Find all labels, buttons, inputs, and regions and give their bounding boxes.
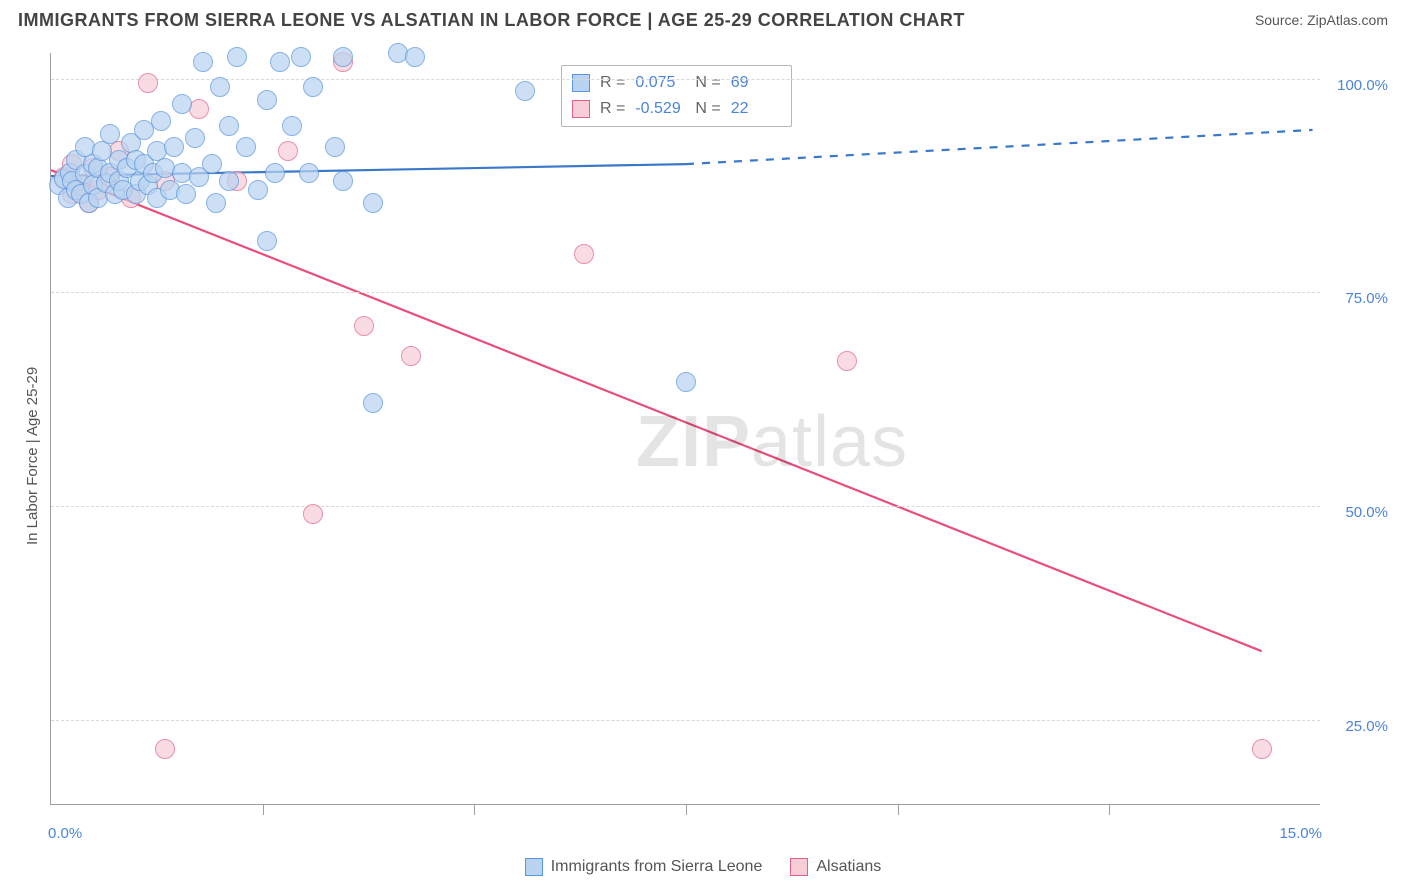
data-point-A bbox=[291, 47, 311, 67]
series-legend: Immigrants from Sierra Leone Alsatians bbox=[0, 858, 1406, 876]
x-tick-mark bbox=[1109, 805, 1110, 815]
data-point-A bbox=[303, 77, 323, 97]
data-point-A bbox=[257, 90, 277, 110]
data-point-A bbox=[515, 81, 535, 101]
x-tick-label: 0.0% bbox=[48, 825, 82, 842]
data-point-A bbox=[176, 184, 196, 204]
stats-row-B: R = -0.529 N = 22 bbox=[572, 96, 781, 122]
y-tick-label: 75.0% bbox=[1328, 290, 1388, 307]
legend-swatch bbox=[790, 858, 808, 876]
data-point-A bbox=[185, 128, 205, 148]
r-label: R = bbox=[600, 100, 625, 118]
y-tick-label: 50.0% bbox=[1328, 504, 1388, 521]
data-point-A bbox=[219, 116, 239, 136]
watermark-bold: ZIP bbox=[636, 402, 751, 482]
y-tick-label: 100.0% bbox=[1328, 77, 1388, 94]
data-point-A bbox=[164, 137, 184, 157]
legend-label: Immigrants from Sierra Leone bbox=[551, 858, 763, 876]
gridline bbox=[51, 79, 1320, 80]
data-point-B bbox=[138, 73, 158, 93]
trend-lines bbox=[51, 53, 1321, 805]
data-point-A bbox=[270, 52, 290, 72]
data-point-B bbox=[303, 504, 323, 524]
y-axis-label: In Labor Force | Age 25-29 bbox=[24, 367, 41, 545]
legend-swatch bbox=[525, 858, 543, 876]
data-point-A bbox=[193, 52, 213, 72]
y-tick-label: 25.0% bbox=[1328, 718, 1388, 735]
data-point-A bbox=[248, 180, 268, 200]
data-point-A bbox=[282, 116, 302, 136]
source-attribution: Source: ZipAtlas.com bbox=[1255, 12, 1388, 28]
data-point-A bbox=[210, 77, 230, 97]
data-point-A bbox=[172, 94, 192, 114]
data-point-A bbox=[299, 163, 319, 183]
legend-label: Alsatians bbox=[816, 858, 881, 876]
r-label: R = bbox=[600, 74, 625, 92]
n-value: 22 bbox=[731, 100, 781, 118]
data-point-A bbox=[363, 193, 383, 213]
gridline bbox=[51, 292, 1320, 293]
data-point-B bbox=[1252, 739, 1272, 759]
gridline bbox=[51, 720, 1320, 721]
data-point-B bbox=[278, 141, 298, 161]
data-point-B bbox=[574, 244, 594, 264]
data-point-A bbox=[202, 154, 222, 174]
trend-line bbox=[51, 170, 1262, 651]
stats-row-A: R = 0.075 N = 69 bbox=[572, 70, 781, 96]
correlation-chart: { "header": { "title": "IMMIGRANTS FROM … bbox=[0, 0, 1406, 892]
x-tick-label: 15.0% bbox=[1279, 825, 1322, 842]
gridline bbox=[51, 506, 1320, 507]
x-tick-mark bbox=[898, 805, 899, 815]
chart-title: IMMIGRANTS FROM SIERRA LEONE VS ALSATIAN… bbox=[18, 10, 965, 31]
data-point-B bbox=[837, 351, 857, 371]
data-point-A bbox=[265, 163, 285, 183]
legend-item-B: Alsatians bbox=[790, 858, 881, 876]
data-point-A bbox=[363, 393, 383, 413]
r-value: -0.529 bbox=[635, 100, 685, 118]
data-point-B bbox=[155, 739, 175, 759]
data-point-A bbox=[325, 137, 345, 157]
data-point-A bbox=[333, 171, 353, 191]
data-point-A bbox=[100, 124, 120, 144]
data-point-A bbox=[236, 137, 256, 157]
legend-swatch bbox=[572, 74, 590, 92]
data-point-A bbox=[676, 372, 696, 392]
data-point-A bbox=[405, 47, 425, 67]
data-point-A bbox=[219, 171, 239, 191]
data-point-A bbox=[227, 47, 247, 67]
legend-item-A: Immigrants from Sierra Leone bbox=[525, 858, 763, 876]
x-tick-mark bbox=[263, 805, 264, 815]
n-label: N = bbox=[695, 74, 720, 92]
data-point-A bbox=[333, 47, 353, 67]
plot-area: R =0.075N =69R =-0.529N =22 ZIPatlas 25.… bbox=[50, 53, 1320, 805]
x-tick-mark bbox=[474, 805, 475, 815]
watermark: ZIPatlas bbox=[636, 401, 908, 483]
data-point-A bbox=[151, 111, 171, 131]
trend-line bbox=[686, 130, 1313, 164]
legend-swatch bbox=[572, 100, 590, 118]
data-point-B bbox=[354, 316, 374, 336]
title-bar: IMMIGRANTS FROM SIERRA LEONE VS ALSATIAN… bbox=[0, 0, 1406, 40]
data-point-A bbox=[206, 193, 226, 213]
n-label: N = bbox=[695, 100, 720, 118]
data-point-B bbox=[189, 99, 209, 119]
r-value: 0.075 bbox=[635, 74, 685, 92]
x-tick-mark bbox=[686, 805, 687, 815]
data-point-B bbox=[401, 346, 421, 366]
data-point-A bbox=[257, 231, 277, 251]
n-value: 69 bbox=[731, 74, 781, 92]
watermark-light: atlas bbox=[751, 402, 908, 482]
stats-legend: R = 0.075 N = 69 R = -0.529 N = 22 bbox=[561, 65, 792, 127]
